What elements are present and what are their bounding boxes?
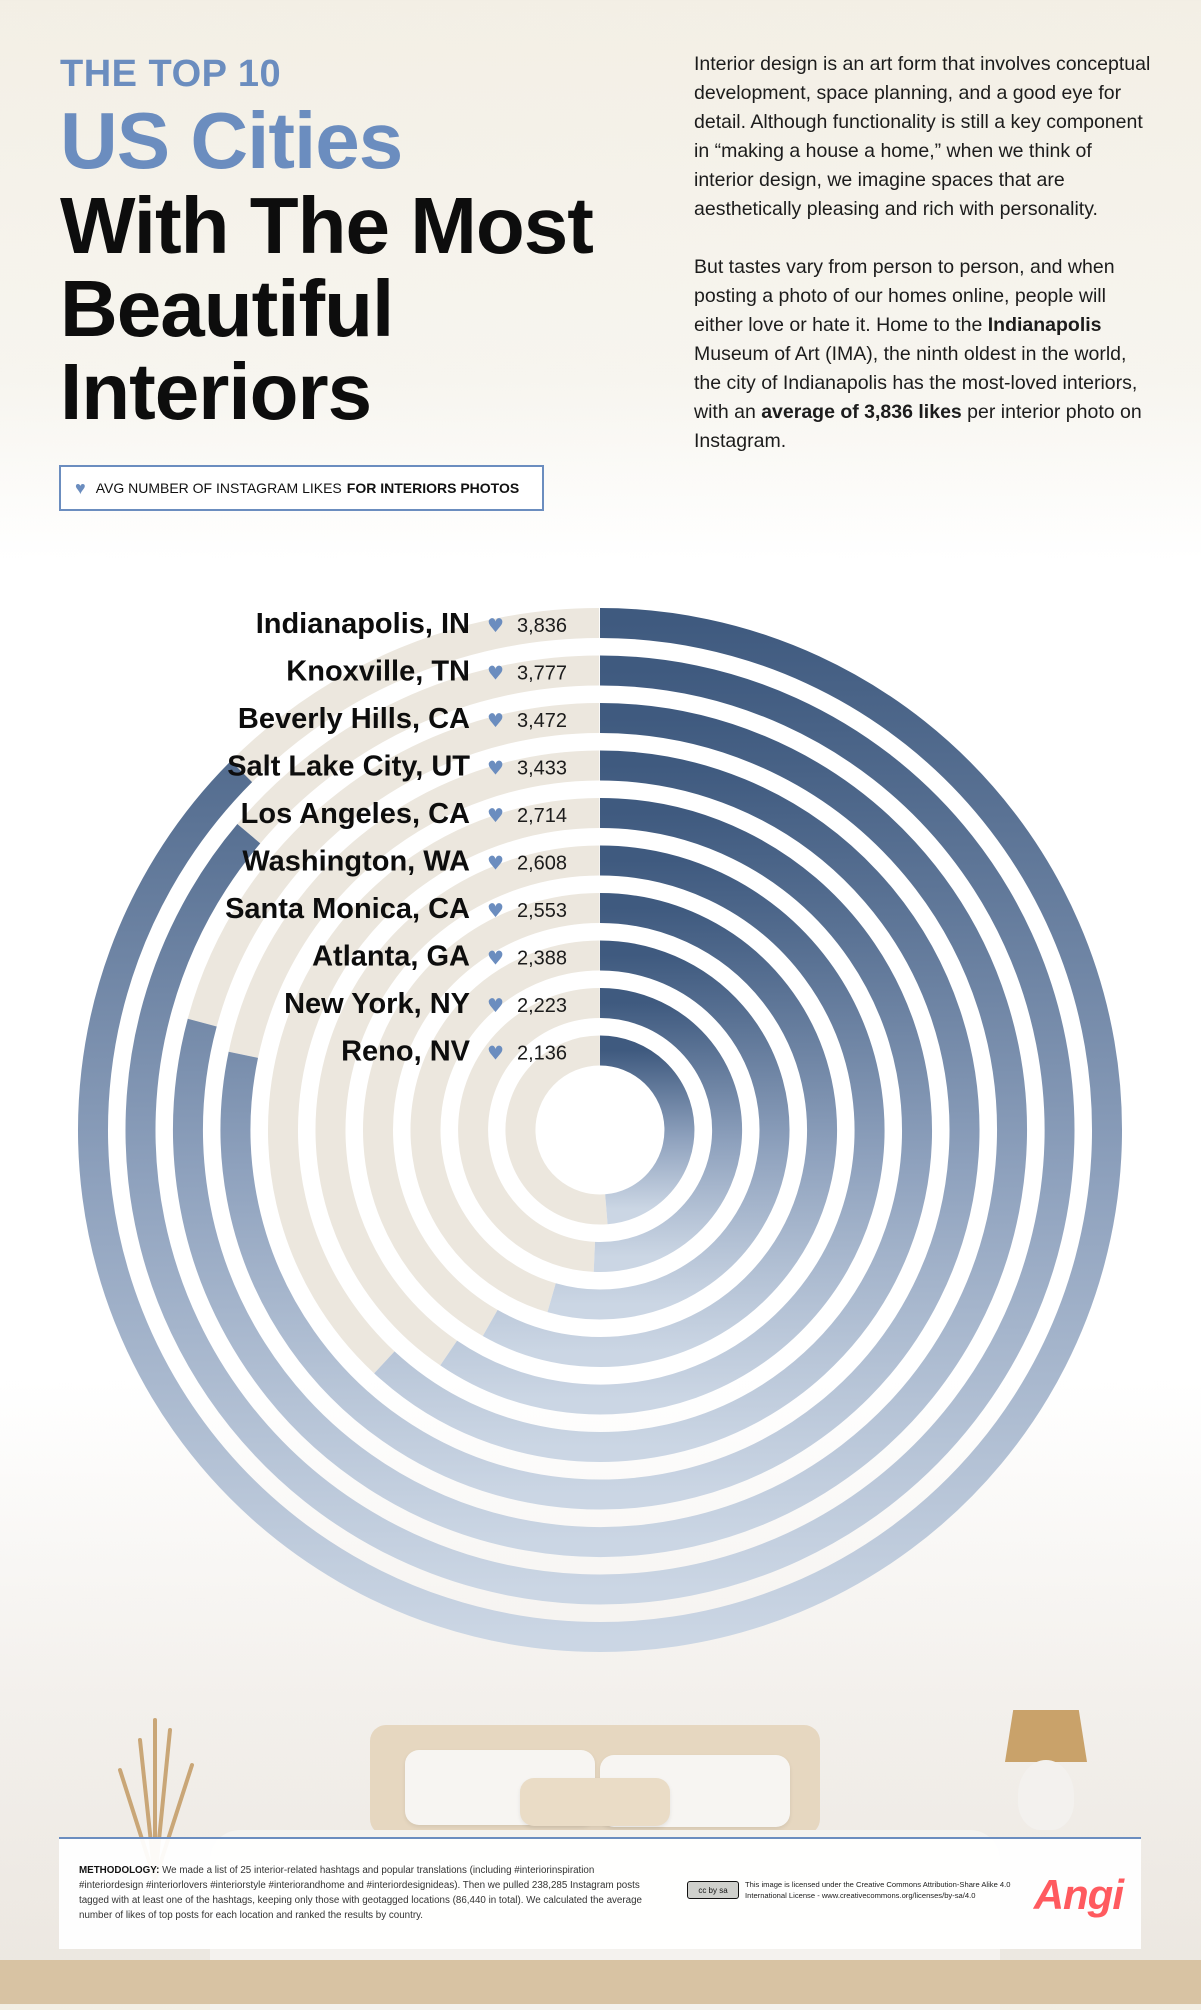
ring-bar: [440, 845, 885, 1415]
methodology-footer: METHODOLOGY: We made a list of 25 interi…: [59, 1837, 1141, 1949]
heart-icon: ♥: [487, 1043, 504, 1065]
ring-track: [458, 988, 600, 1272]
value-label: 2,223: [517, 995, 567, 1017]
legend-text-bold: FOR INTERIORS PHOTOS: [346, 480, 520, 496]
value-label: 2,553: [517, 900, 567, 922]
ring-track: [363, 893, 600, 1336]
value-label: 2,136: [517, 1043, 567, 1065]
city-label: New York, NY: [284, 988, 470, 1020]
chart-labels: Indianapolis, IN ♥ 3,836 Knoxville, TN ♥ 3,77…: [225, 608, 567, 1068]
legend-text: AVG NUMBER OF INSTAGRAM LIKES: [95, 480, 342, 496]
ring-track: [268, 798, 600, 1374]
ring-bar: [547, 940, 790, 1320]
license-text: This image is licensed under the Creativ…: [745, 1880, 1011, 1900]
heart-icon: ♥: [487, 900, 504, 922]
ring-track: [410, 940, 600, 1313]
page-title: With The Most Beautiful Interiors: [60, 181, 594, 436]
chart-legend: ♥ AVG NUMBER OF INSTAGRAM LIKES FOR INTE…: [59, 465, 544, 511]
city-label: Knoxville, TN: [286, 656, 470, 688]
city-label: Washington, WA: [242, 846, 470, 878]
heart-icon: ♥: [487, 663, 504, 685]
angi-logo: Angi: [1033, 1871, 1124, 1918]
value-label: 2,608: [517, 853, 567, 875]
city-label: Reno, NV: [341, 1036, 471, 1068]
ring-track: [228, 750, 600, 1058]
heart-icon: ♥: [487, 758, 504, 780]
intro-p2-part2: Museum of Art (IMA), the ninth oldest in…: [694, 343, 1138, 423]
ring-track: [315, 845, 600, 1366]
ring-bar: [482, 893, 837, 1367]
value-label: 3,433: [517, 758, 567, 780]
ring-bar: [125, 655, 1075, 1605]
floor: [0, 1960, 1201, 2004]
ring-track: [237, 655, 600, 844]
ring-bar: [374, 798, 932, 1462]
title-eyebrow: THE TOP 10: [60, 53, 282, 95]
cushion: [520, 1778, 670, 1826]
bedroom-photo: [0, 1660, 1201, 2010]
radial-bar-chart: Indianapolis, IN ♥ 3,836 Knoxville, TN ♥ 3,77…: [78, 608, 1122, 1652]
intro-paragraph-1: Interior design is an art form that invo…: [694, 53, 1151, 220]
value-label: 2,714: [517, 805, 567, 827]
heart-icon: ♥: [487, 805, 504, 827]
ring-bar: [78, 608, 1122, 1652]
value-label: 2,388: [517, 948, 567, 970]
ring-bar: [599, 1035, 695, 1225]
lamp-shade: [1005, 1710, 1087, 1762]
title-accent: US Cities: [60, 96, 403, 185]
ring-bar: [593, 988, 743, 1272]
intro-p2-bold1: Indianapolis: [987, 314, 1102, 336]
methodology-text: METHODOLOGY: We made a list of 25 interi…: [79, 1863, 659, 1923]
lamp-base: [1018, 1760, 1074, 1830]
heart-icon: ♥: [487, 995, 504, 1017]
ring-track: [230, 608, 600, 783]
ring-bar: [173, 703, 1027, 1557]
heart-icon: ♥: [487, 948, 504, 970]
value-label: 3,836: [517, 615, 567, 637]
title-block: THE TOP 10 US Cities With The Most Beaut…: [60, 50, 660, 433]
heart-icon: ♥: [75, 477, 86, 498]
city-label: Beverly Hills, CA: [238, 703, 470, 735]
city-label: Salt Lake City, UT: [227, 751, 470, 783]
intro-text: Interior design is an art form that invo…: [694, 50, 1154, 485]
chart-rings: [78, 608, 1122, 1652]
heart-icon: ♥: [487, 615, 504, 637]
city-label: Santa Monica, CA: [225, 893, 470, 925]
ring-track: [505, 1035, 608, 1225]
methodology-body: We made a list of 25 interior-related ha…: [79, 1865, 642, 1921]
heart-icon: ♥: [487, 710, 504, 732]
intro-p2-part3: per interior photo on Instagram.: [694, 401, 1142, 452]
cc-license-icon: cc by sa: [687, 1881, 739, 1899]
heart-icon: ♥: [487, 853, 504, 875]
cc-badge-text: cc by sa: [698, 1885, 728, 1895]
intro-p2-bold2: average of 3,836 likes: [761, 401, 962, 423]
value-label: 3,472: [517, 710, 567, 732]
city-label: Atlanta, GA: [312, 941, 470, 973]
methodology-label: METHODOLOGY:: [79, 1865, 160, 1876]
intro-p2-part1: But tastes vary from person to person, a…: [694, 256, 1115, 336]
ring-track: [187, 703, 600, 1027]
city-label: Indianapolis, IN: [256, 608, 470, 640]
value-label: 3,777: [517, 663, 567, 685]
intro-paragraph-2: But tastes vary from person to person, a…: [694, 253, 1154, 456]
city-label: Los Angeles, CA: [241, 798, 470, 830]
ring-bar: [220, 750, 980, 1510]
